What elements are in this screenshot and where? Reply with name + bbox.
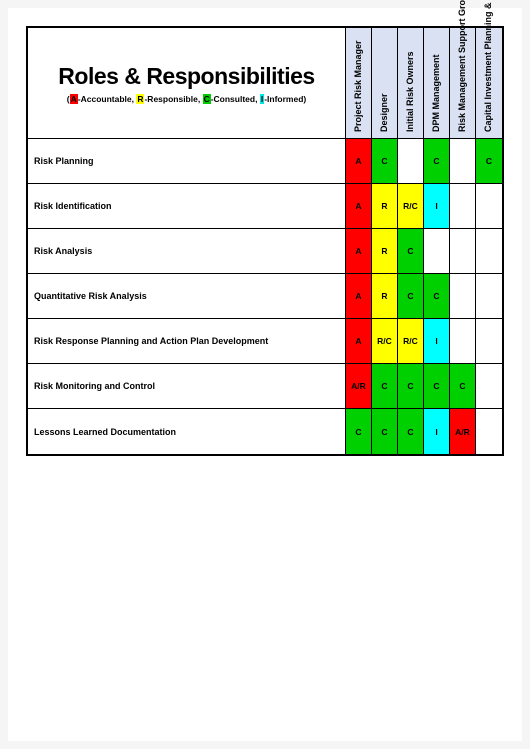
table-row: Risk Monitoring and ControlA/RCCCC	[28, 364, 502, 409]
legend-a-letter: A	[70, 94, 78, 104]
raci-cell: A	[346, 184, 372, 228]
column-header-label: Risk Management Support Group	[457, 0, 467, 132]
legend: (A-Accountable, R-Responsible, C-Consult…	[67, 94, 306, 104]
raci-cell	[476, 364, 502, 408]
raci-cell	[476, 409, 502, 454]
row-label: Lessons Learned Documentation	[28, 409, 346, 454]
raci-cell: C	[398, 229, 424, 273]
table-row: Risk AnalysisARC	[28, 229, 502, 274]
raci-cell: R/C	[398, 184, 424, 228]
raci-cell: A	[346, 139, 372, 183]
raci-cell: C	[424, 364, 450, 408]
column-header-label: Project Risk Manager	[353, 40, 363, 132]
raci-cell: A/R	[346, 364, 372, 408]
raci-cell: C	[424, 274, 450, 318]
column-header: DPM Management	[424, 28, 450, 138]
table-row: Quantitative Risk AnalysisARCC	[28, 274, 502, 319]
raci-cell: C	[398, 409, 424, 454]
column-header-label: Capital Investment Planning & Dev.	[483, 0, 493, 132]
raci-cell: C	[398, 364, 424, 408]
raci-cell: C	[372, 409, 398, 454]
raci-cell: A	[346, 274, 372, 318]
legend-c-letter: C	[203, 94, 211, 104]
column-header-label: Initial Risk Owners	[405, 51, 415, 132]
column-header-label: Designer	[379, 93, 389, 132]
raci-table: Risk PlanningACCCRisk IdentificationARR/…	[26, 138, 504, 456]
legend-i-text: -Informed)	[264, 94, 306, 104]
row-label: Risk Identification	[28, 184, 346, 228]
raci-cell: A	[346, 229, 372, 273]
row-label: Risk Planning	[28, 139, 346, 183]
raci-cell	[476, 184, 502, 228]
page-title: Roles & Responsibilities	[58, 63, 314, 90]
row-label: Quantitative Risk Analysis	[28, 274, 346, 318]
legend-a-text: -Accountable,	[78, 94, 137, 104]
raci-cell: C	[450, 364, 476, 408]
header-row: Roles & Responsibilities (A-Accountable,…	[26, 26, 504, 138]
raci-cell	[450, 319, 476, 363]
column-header-label: DPM Management	[431, 54, 441, 132]
table-row: Lessons Learned DocumentationCCCIA/R	[28, 409, 502, 454]
title-cell: Roles & Responsibilities (A-Accountable,…	[28, 28, 346, 138]
raci-cell: C	[476, 139, 502, 183]
table-row: Risk IdentificationARR/CI	[28, 184, 502, 229]
raci-cell: I	[424, 409, 450, 454]
raci-cell: I	[424, 184, 450, 228]
column-headers: Project Risk Manager Designer Initial Risk…	[346, 28, 502, 138]
column-header: Capital Investment Planning & Dev.	[476, 28, 502, 138]
raci-cell	[450, 184, 476, 228]
raci-cell: R	[372, 274, 398, 318]
raci-cell: I	[424, 319, 450, 363]
table-row: Risk Response Planning and Action Plan D…	[28, 319, 502, 364]
raci-cell: C	[398, 274, 424, 318]
raci-cell: C	[372, 139, 398, 183]
row-label: Risk Monitoring and Control	[28, 364, 346, 408]
raci-cell	[476, 229, 502, 273]
column-header: Risk Management Support Group	[450, 28, 476, 138]
raci-cell	[424, 229, 450, 273]
raci-cell	[476, 319, 502, 363]
column-header: Initial Risk Owners	[398, 28, 424, 138]
column-header: Project Risk Manager	[346, 28, 372, 138]
raci-cell	[450, 229, 476, 273]
raci-cell	[450, 274, 476, 318]
raci-cell: A/R	[450, 409, 476, 454]
raci-cell: C	[372, 364, 398, 408]
raci-cell: R/C	[398, 319, 424, 363]
raci-cell: C	[346, 409, 372, 454]
raci-cell	[450, 139, 476, 183]
raci-cell: C	[424, 139, 450, 183]
raci-cell: R/C	[372, 319, 398, 363]
row-label: Risk Response Planning and Action Plan D…	[28, 319, 346, 363]
raci-cell	[476, 274, 502, 318]
row-label: Risk Analysis	[28, 229, 346, 273]
raci-cell: R	[372, 184, 398, 228]
table-row: Risk PlanningACCC	[28, 139, 502, 184]
legend-c-text: -Consulted,	[211, 94, 260, 104]
page: Roles & Responsibilities (A-Accountable,…	[8, 8, 522, 741]
raci-cell: A	[346, 319, 372, 363]
raci-cell	[398, 139, 424, 183]
raci-cell: R	[372, 229, 398, 273]
legend-r-text: -Responsible,	[144, 94, 202, 104]
column-header: Designer	[372, 28, 398, 138]
